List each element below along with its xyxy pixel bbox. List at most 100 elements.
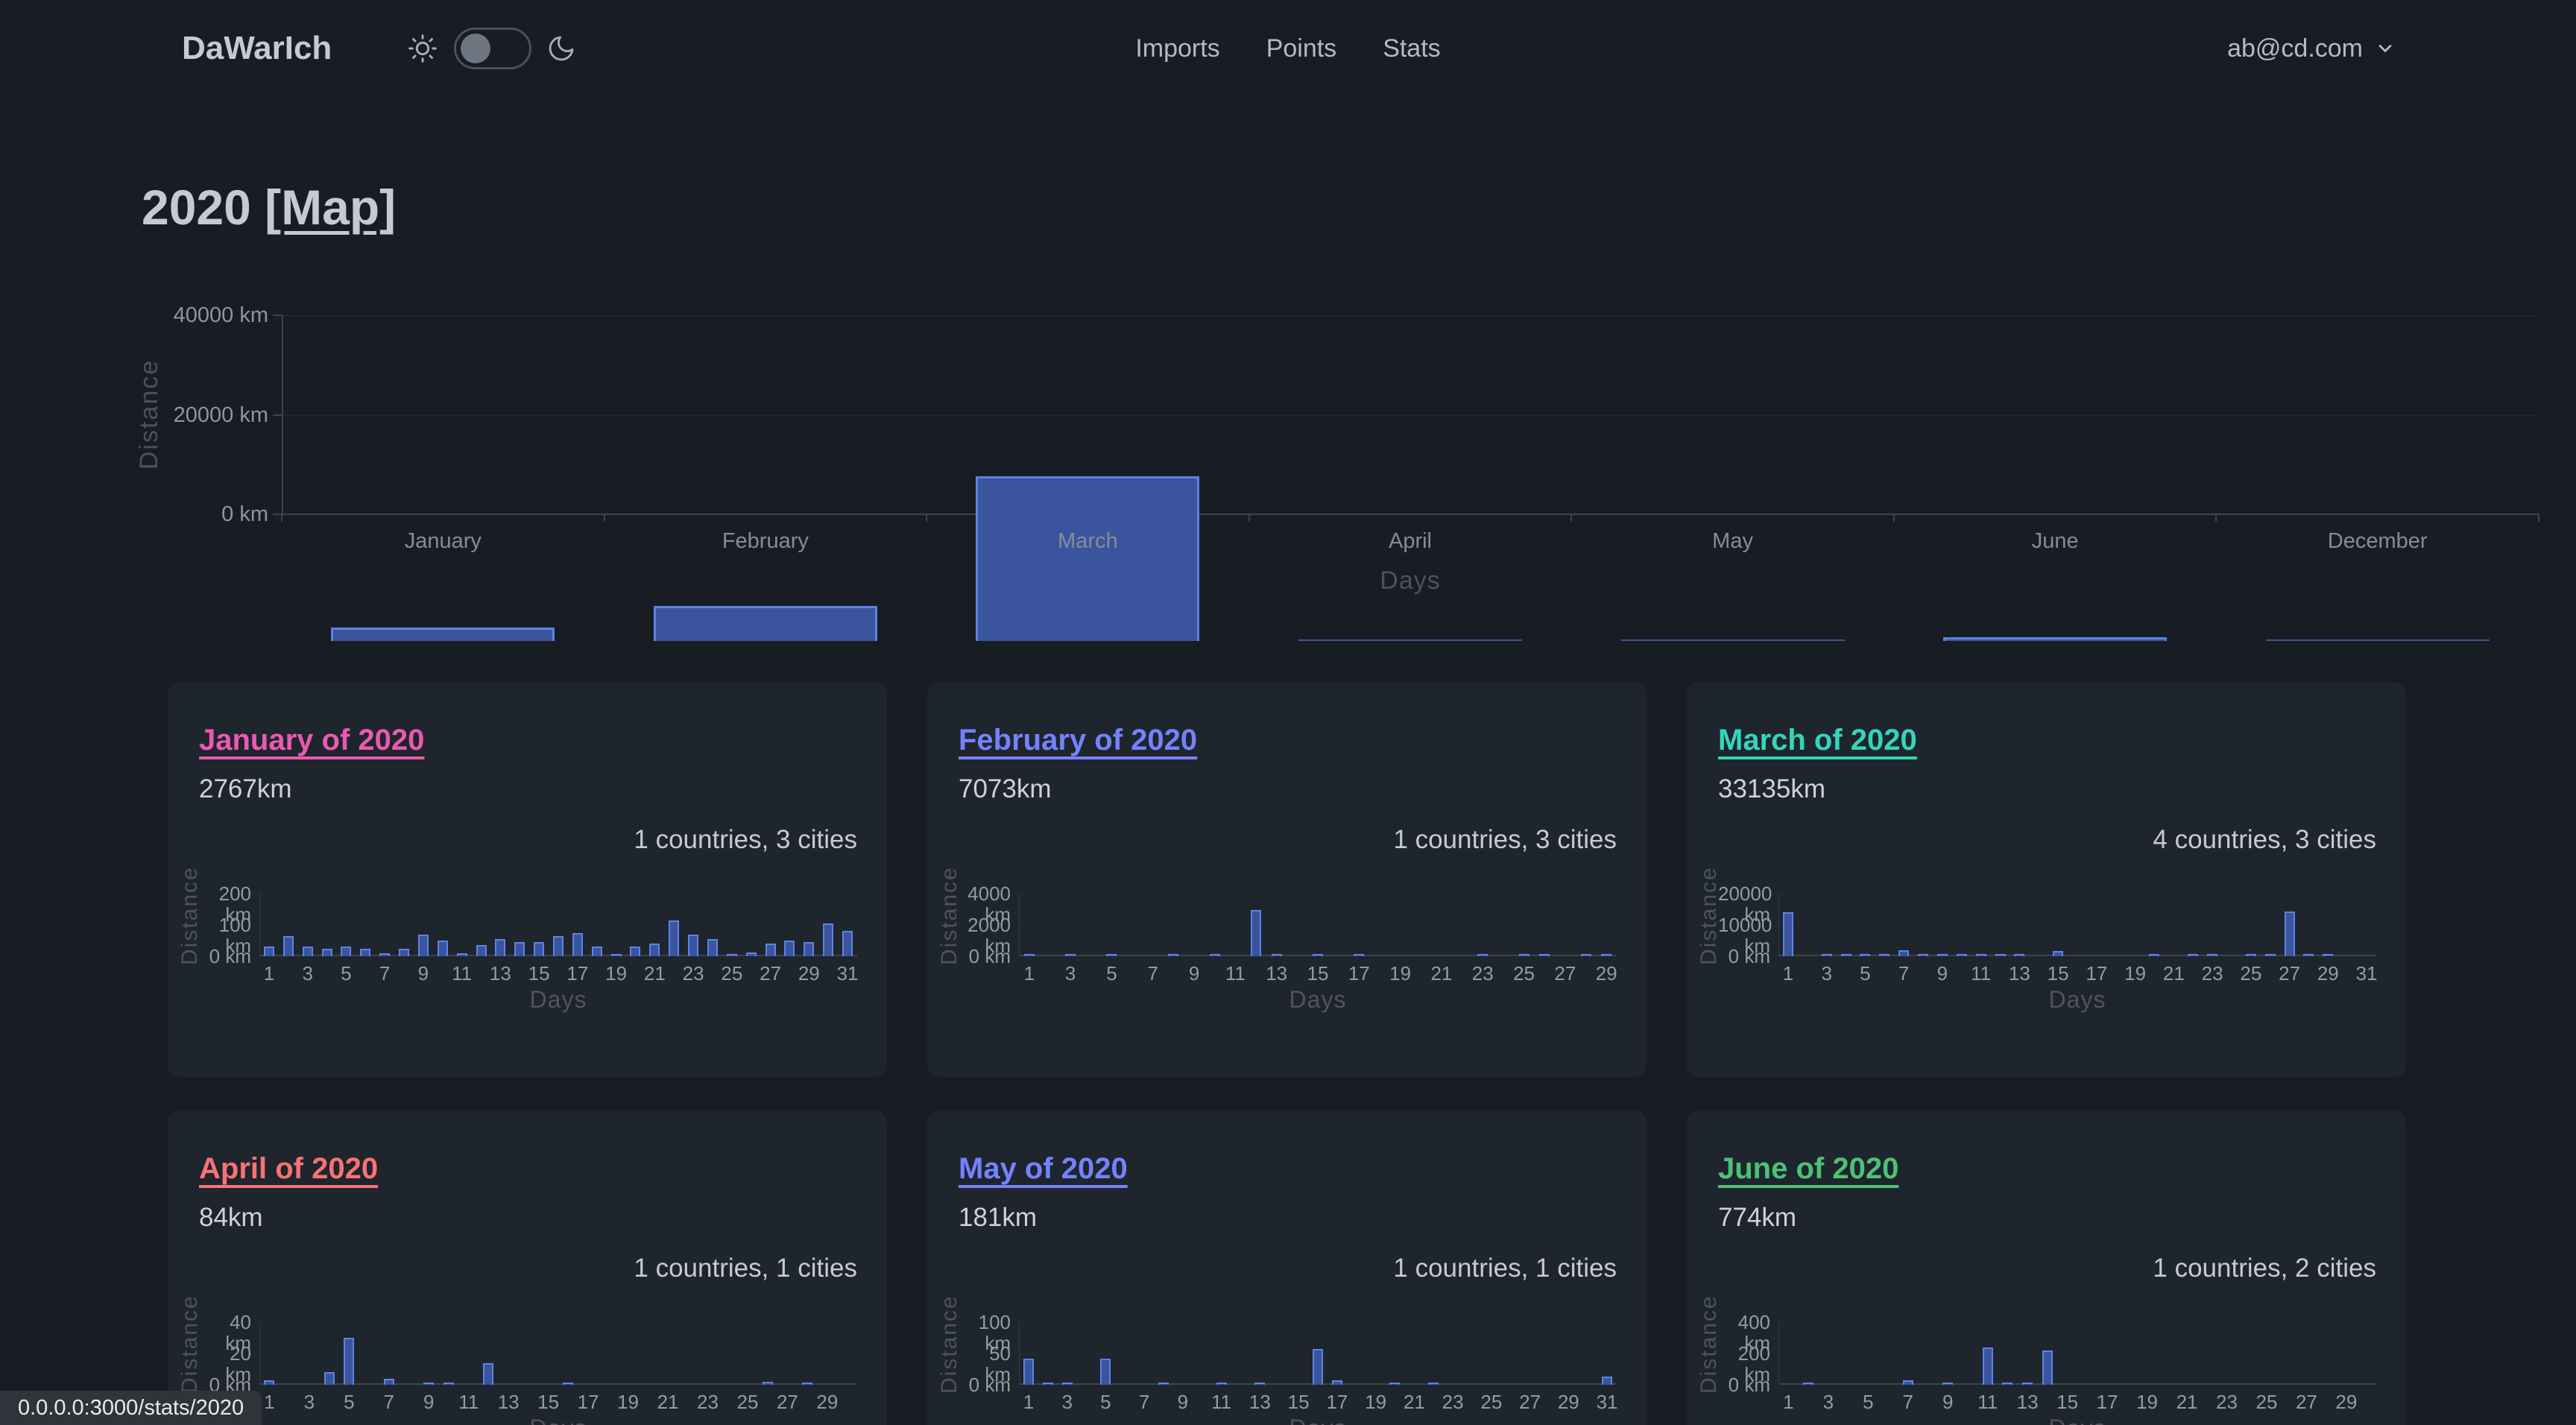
user-menu[interactable]: ab@cd.com	[2227, 0, 2396, 97]
month-link[interactable]: May of 2020	[959, 1152, 1128, 1185]
mini-days-axis-title: Days	[1778, 1415, 2376, 1425]
month-card: April of 2020 84km 1 countries, 1 cities 0 …	[168, 1110, 887, 1425]
mini-day-label: 29	[2335, 1391, 2358, 1413]
x-tick-mark	[926, 514, 928, 522]
day-bar	[802, 1383, 813, 1385]
daily-distance-chart[interactable]: 0 km 100 km 200 km 1 3 5 7 9 11 13 15 17 19 21 23 25 27 2…	[177, 866, 859, 1019]
mini-day-label: 25	[2240, 962, 2262, 985]
day-bar	[514, 942, 525, 956]
mini-day-label: 9	[1177, 1391, 1189, 1413]
day-bar	[263, 947, 274, 956]
month-axis-label: December	[2327, 529, 2428, 553]
day-bar	[1331, 1380, 1342, 1385]
month-distance: 2767km	[199, 774, 292, 803]
day-bar	[321, 948, 332, 956]
month-summary: 1 countries, 1 cities	[634, 1254, 857, 1283]
day-bar	[688, 934, 699, 956]
month-link[interactable]: March of 2020	[1718, 724, 1917, 756]
mini-y-axis-line	[1778, 1322, 1779, 1385]
year-distance-chart[interactable]: 0 km 20000 km 40000 km January February March…	[135, 303, 2539, 641]
daily-distance-chart[interactable]: 0 km 2000 km 4000 km 1 3 5 7 9 11 13 15 17 19 21 23 25 2…	[937, 866, 1617, 1019]
mini-y-tick-label: 2000 km	[967, 914, 1011, 957]
chevron-down-icon	[2375, 38, 2396, 59]
mini-day-label: 23	[2201, 962, 2223, 985]
mini-baseline	[1778, 955, 2376, 956]
day-bar	[1918, 954, 1929, 956]
nav-link-stats[interactable]: Stats	[1383, 34, 1441, 63]
x-tick-mark	[281, 514, 282, 522]
day-bar	[1158, 1383, 1169, 1385]
mini-day-label: 19	[605, 962, 628, 985]
mini-day-label: 23	[697, 1391, 719, 1413]
mini-days-axis-title: Days	[1019, 1415, 1617, 1425]
mini-day-label: 1	[264, 1391, 275, 1413]
mini-y-axis-line	[1778, 894, 1779, 956]
x-tick-mark	[603, 514, 605, 522]
day-bar	[302, 947, 313, 956]
theme-toggle-switch[interactable]	[454, 28, 531, 69]
month-distance: 84km	[199, 1203, 263, 1232]
map-link[interactable]: [Map]	[265, 180, 397, 235]
month-link[interactable]: February of 2020	[959, 724, 1198, 756]
mini-y-tick-label: 200 km	[218, 882, 251, 926]
brand-logo[interactable]: DaWarIch	[182, 30, 332, 66]
day-bar	[264, 1380, 275, 1385]
mini-distance-axis-title: Distance	[1696, 866, 1721, 965]
daily-distance-chart[interactable]: 0 km 20 km 40 km 1 3 5 7 9 11 13 15 17 19 21 23 25 27 29 D…	[177, 1295, 857, 1425]
mini-day-label: 31	[836, 962, 859, 985]
day-bar	[1428, 1382, 1439, 1385]
day-bar	[1782, 912, 1793, 956]
day-bar	[1271, 954, 1282, 956]
month-axis-label: March	[1058, 529, 1118, 553]
month-link[interactable]: January of 2020	[199, 724, 425, 756]
mini-day-label: 13	[489, 962, 511, 985]
day-bar	[1209, 954, 1220, 956]
moon-icon	[546, 34, 576, 63]
mini-day-label: 7	[1898, 962, 1910, 985]
mini-day-label: 9	[1942, 1391, 1954, 1413]
mini-gridline	[259, 1322, 857, 1323]
month-summary: 1 countries, 2 cities	[2153, 1254, 2376, 1283]
nav-link-points[interactable]: Points	[1266, 34, 1337, 63]
day-bar	[1975, 954, 1986, 956]
mini-baseline	[1778, 1383, 2376, 1385]
day-bar	[842, 931, 853, 956]
day-bar	[1803, 1383, 1814, 1385]
month-summary: 4 countries, 3 cities	[2153, 825, 2376, 854]
mini-day-label: 11	[458, 1391, 479, 1413]
day-bar	[476, 945, 487, 956]
mini-day-label: 15	[2047, 962, 2069, 985]
month-link[interactable]: June of 2020	[1718, 1152, 1899, 1185]
day-bar	[1313, 1349, 1323, 1385]
mini-gridline	[1778, 925, 2376, 926]
mini-day-label: 1	[1023, 1391, 1035, 1413]
day-bar	[563, 1383, 574, 1385]
day-bar	[1539, 954, 1550, 956]
mini-day-label: 29	[816, 1391, 839, 1413]
day-bar	[649, 944, 660, 956]
month-link[interactable]: April of 2020	[199, 1152, 379, 1185]
mini-distance-axis-title: Distance	[937, 866, 962, 965]
day-bar	[2022, 1383, 2033, 1385]
day-bar	[323, 1372, 335, 1385]
distance-axis-title: Distance	[135, 358, 163, 470]
day-bar	[341, 947, 352, 956]
day-bar	[417, 934, 429, 956]
daily-distance-chart[interactable]: 0 km 10000 km 20000 km 1 3 5 7 9 11 13 15 17 19 21 23 2…	[1696, 866, 2378, 1019]
mini-y-tick-label: 0 km	[1728, 945, 1770, 967]
daily-distance-chart[interactable]: 0 km 50 km 100 km 1 3 5 7 9 11 13 15 17 19 21 23 25 27 29…	[937, 1295, 1618, 1425]
nav-link-imports[interactable]: Imports	[1135, 34, 1220, 63]
mini-day-label: 31	[1596, 1391, 1618, 1413]
mini-day-label: 25	[1513, 962, 1535, 985]
mini-days-axis-title: Days	[529, 986, 587, 1013]
day-bar	[1313, 954, 1323, 956]
mini-day-label: 25	[736, 1391, 759, 1413]
mini-day-label: 15	[2056, 1391, 2079, 1413]
daily-distance-chart[interactable]: 0 km 200 km 400 km 1 3 5 7 9 11 13 15 17 19 21 23 25 27 2…	[1696, 1295, 2376, 1425]
mini-day-label: 27	[2279, 962, 2301, 985]
month-axis-label: January	[404, 529, 482, 553]
mini-day-label: 11	[452, 962, 473, 985]
mini-plot-area	[1019, 1313, 1617, 1385]
x-tick-mark	[1892, 514, 1895, 522]
mini-day-label: 15	[1307, 962, 1329, 985]
